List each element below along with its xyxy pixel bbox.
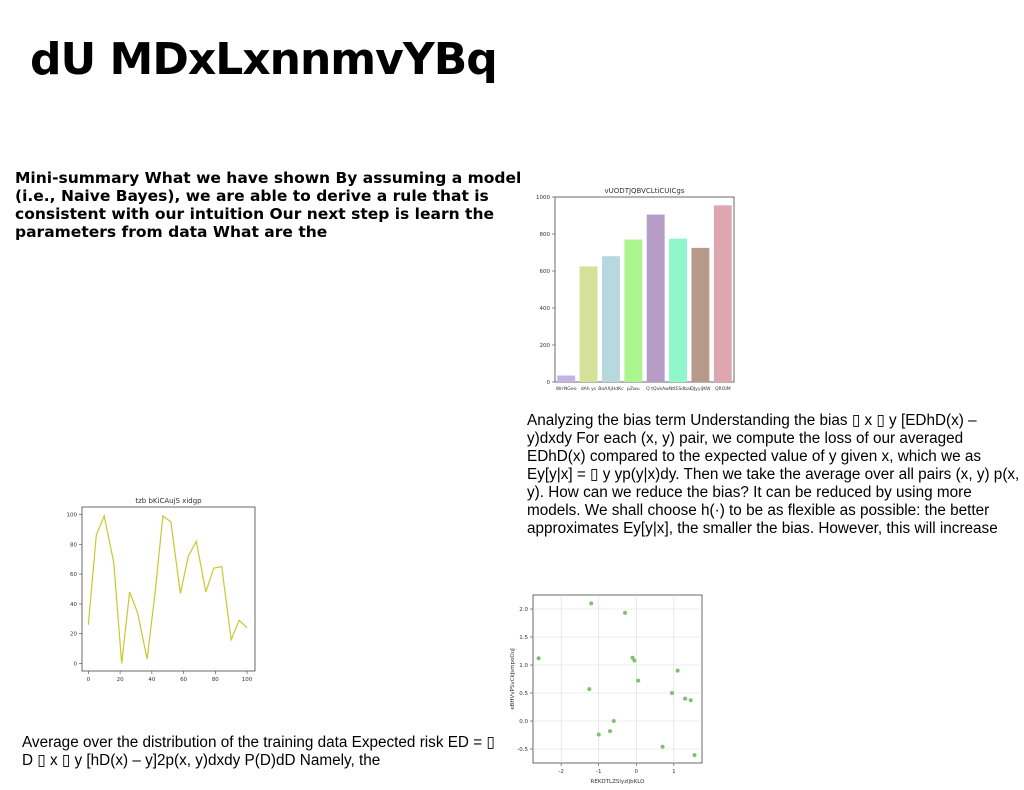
y-tick-label: 400 bbox=[540, 306, 551, 312]
series-line bbox=[87, 513, 248, 664]
y-tick-label: 0 bbox=[74, 662, 78, 668]
y-tick-label: 40 bbox=[70, 602, 77, 608]
y-tick-label: 1.5 bbox=[519, 635, 528, 641]
x-tick-label: 1 bbox=[672, 769, 676, 775]
y-tick-label: 600 bbox=[540, 269, 551, 275]
data-point bbox=[596, 732, 601, 737]
x-tick-label: -1 bbox=[596, 769, 601, 775]
data-point bbox=[660, 744, 665, 749]
y-tick-label: 200 bbox=[540, 343, 551, 349]
bar bbox=[601, 256, 620, 382]
x-tick-label: pZwu bbox=[627, 386, 640, 392]
chart-title: tzb bKiCAujS xidgp bbox=[135, 497, 202, 505]
x-tick-label: 60 bbox=[180, 677, 187, 683]
plot-frame bbox=[532, 594, 703, 764]
plot-frame bbox=[81, 506, 256, 672]
y-tick-label: 0 bbox=[547, 380, 551, 386]
data-point bbox=[589, 601, 594, 606]
bar bbox=[624, 239, 643, 382]
bias-analysis-text: Analyzing the bias term Understanding th… bbox=[527, 412, 1020, 537]
y-tick-label: -0.5 bbox=[517, 747, 528, 753]
y-tick-label: 100 bbox=[67, 512, 78, 518]
x-tick-label: WrrNGeo bbox=[556, 386, 577, 392]
bar bbox=[669, 238, 688, 382]
bar bbox=[691, 247, 710, 382]
chart-title: vUODTJQBVCLtiCUICgs bbox=[605, 187, 685, 195]
x-tick-label: wNtIESdbal bbox=[665, 386, 691, 392]
bar bbox=[646, 214, 665, 382]
x-axis-label: REKDTLZSlyzIjbKLO bbox=[591, 779, 646, 785]
y-tick-label: 60 bbox=[70, 572, 77, 578]
data-point bbox=[683, 696, 688, 701]
x-tick-label: Q tQvkA bbox=[646, 386, 666, 392]
data-point bbox=[587, 687, 592, 692]
x-tick-label: 0 bbox=[635, 769, 639, 775]
page-title: dU MDxLxnnmvYBq bbox=[30, 34, 498, 85]
data-point bbox=[611, 719, 616, 723]
y-tick-label: 0.5 bbox=[519, 691, 528, 697]
x-tick-label: 40 bbox=[148, 677, 155, 683]
y-tick-label: 20 bbox=[70, 632, 77, 638]
x-tick-label: -2 bbox=[558, 769, 563, 775]
y-tick-label: 80 bbox=[70, 542, 77, 548]
data-point bbox=[623, 610, 628, 615]
x-tick-label: DJyyiJKW bbox=[690, 386, 711, 392]
y-tick-label: 2.0 bbox=[519, 607, 528, 613]
x-tick-label: dAh yc bbox=[581, 386, 597, 392]
y-tick-label: 800 bbox=[540, 232, 551, 238]
data-point bbox=[675, 668, 680, 673]
y-tick-label: 0.0 bbox=[519, 719, 528, 725]
data-point bbox=[669, 691, 674, 695]
y-axis-label: eBHVvPSvCkJsmpoOuJ bbox=[510, 648, 516, 710]
plot-frame bbox=[554, 196, 735, 383]
x-tick-label: 0 bbox=[87, 677, 91, 683]
x-tick-label: 80 bbox=[212, 677, 219, 683]
data-point bbox=[630, 655, 635, 660]
bar bbox=[579, 266, 598, 382]
x-tick-label: 100 bbox=[242, 677, 253, 683]
data-point bbox=[607, 729, 612, 734]
line-chart: tzb bKiCAujS xidgp 0 20 40 60 80 100 0 20 40 60 80 1… bbox=[67, 497, 256, 683]
y-tick-label: 1000 bbox=[536, 195, 550, 201]
data-point bbox=[636, 678, 641, 683]
data-point bbox=[688, 698, 693, 703]
bar bbox=[713, 205, 732, 382]
x-tick-label: QROIM bbox=[715, 386, 731, 392]
x-tick-label: BoAXjHdKc bbox=[598, 386, 624, 392]
data-point bbox=[692, 753, 697, 758]
bar-chart: vUODTJQBVCLtiCUICgs 0 200 400 600 800 1000 WrrN… bbox=[536, 187, 735, 392]
y-tick-label: 1.0 bbox=[519, 663, 528, 669]
bar bbox=[557, 375, 576, 382]
expected-risk-text: Average over the distribution of the tra… bbox=[22, 734, 495, 769]
x-tick-label: 20 bbox=[117, 677, 124, 683]
data-point bbox=[536, 656, 541, 661]
mini-summary-text: Mini-summary What we have shown By assum… bbox=[15, 169, 522, 241]
scatter-plot: -2 -1 0 1 -0.5 0.0 0.5 1.0 1.5 2.0 REKDTLZSlyzIjbK… bbox=[510, 594, 703, 785]
data-point bbox=[632, 658, 637, 663]
